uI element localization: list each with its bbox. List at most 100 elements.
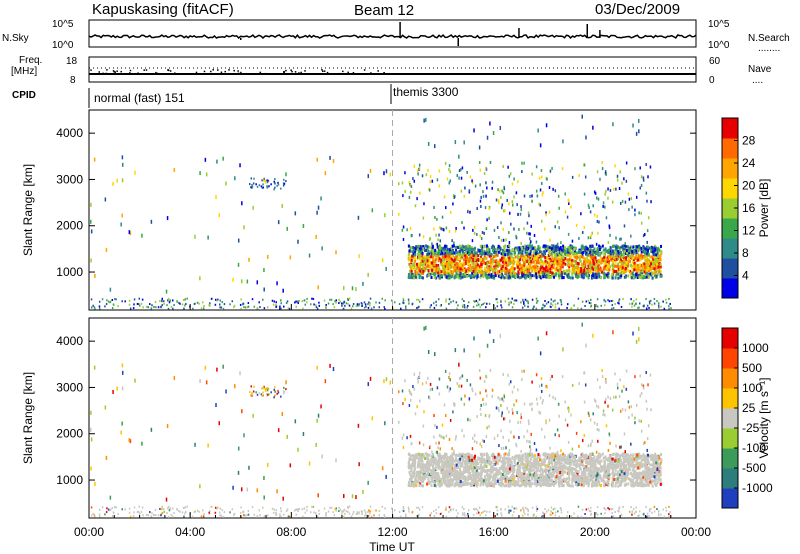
power-cell: [511, 271, 514, 275]
power-cell: [629, 249, 632, 253]
power-cell: [649, 165, 652, 169]
power-cell: [643, 249, 646, 253]
power-cell: [514, 299, 517, 302]
power-cell: [511, 306, 514, 309]
power-cell: [578, 236, 580, 240]
power-cell: [523, 161, 525, 165]
velocity-cell: [273, 508, 276, 511]
power-cell: [615, 251, 618, 255]
power-cell: [532, 267, 535, 271]
power-cell: [426, 264, 429, 268]
power-cell: [429, 236, 432, 240]
power-cell: [572, 259, 575, 263]
power-cell: [448, 266, 451, 270]
velocity-cell: [347, 505, 349, 508]
power-cell: [445, 275, 448, 279]
power-cell: [431, 179, 434, 183]
power-cell: [280, 299, 282, 302]
velocity-cell: [368, 509, 370, 512]
power-cell: [536, 194, 539, 198]
power-cell: [625, 245, 628, 249]
velocity-cell: [149, 511, 151, 514]
power-cell: [316, 157, 319, 162]
power-cell: [532, 265, 535, 269]
power-cell: [657, 259, 660, 263]
power-cell: [448, 254, 451, 258]
power-cell: [455, 249, 458, 253]
velocity-cell: [640, 458, 643, 462]
power-cell: [652, 265, 655, 269]
velocity-cell: [610, 482, 613, 486]
power-cell: [439, 252, 442, 256]
power-cell: [295, 300, 297, 303]
power-cell: [424, 262, 427, 266]
power-cell: [498, 261, 501, 265]
power-cell: [585, 274, 588, 278]
power-cell: [421, 251, 424, 255]
power-cell: [422, 276, 425, 280]
power-cell: [294, 301, 296, 304]
power-cell: [413, 258, 416, 262]
power-cell: [306, 297, 308, 300]
power-cell: [558, 258, 561, 262]
velocity-cell: [618, 468, 621, 472]
velocity-cell: [261, 387, 263, 390]
power-cell: [137, 303, 140, 306]
power-cell: [618, 298, 621, 301]
power-cell: [630, 197, 633, 201]
nave-point: [300, 71, 302, 74]
power-cell: [647, 275, 650, 279]
velocity-cell: [93, 365, 96, 370]
velocity-cell: [620, 476, 623, 480]
power-cell: [616, 174, 619, 178]
power-cell: [551, 271, 554, 275]
power-cell: [512, 260, 515, 264]
velocity-cell: [120, 430, 122, 435]
power-cell: [627, 274, 630, 278]
power-cell: [566, 306, 568, 309]
power-cell: [529, 250, 532, 254]
velocity-cell: [282, 392, 285, 395]
power-cell: [607, 240, 610, 244]
velocity-cell: [535, 477, 538, 481]
nave-point: [264, 72, 267, 75]
power-cell: [574, 255, 577, 259]
power-cell: [625, 259, 628, 263]
velocity-cell: [625, 467, 628, 471]
nave-point: [90, 69, 92, 71]
power-cell: [456, 269, 459, 273]
power-cell: [454, 245, 457, 249]
power-cell: [523, 301, 525, 304]
velocity-cell: [482, 458, 485, 462]
velocity-cell: [566, 471, 569, 475]
velocity-cell: [370, 515, 373, 518]
power-cell: [344, 304, 346, 307]
power-cell: [441, 260, 444, 264]
power-cell: [579, 270, 582, 274]
power-cell: [634, 245, 637, 249]
power-cell: [624, 247, 627, 251]
power-cell: [616, 178, 619, 182]
power-cell: [524, 247, 527, 251]
velocity-cell: [557, 453, 560, 457]
power-cell: [463, 251, 466, 255]
velocity-cell: [572, 462, 575, 466]
power-cell: [521, 246, 524, 250]
power-cell: [464, 260, 467, 264]
power-cell: [237, 238, 240, 243]
power-cell: [604, 192, 606, 196]
velocity-cell: [470, 478, 473, 482]
power-cell: [611, 299, 614, 302]
velocity-cell: [279, 513, 281, 516]
power-cell: [527, 259, 530, 263]
power-cell: [524, 250, 527, 254]
power-cell: [277, 220, 280, 225]
power-cell: [381, 258, 384, 263]
power-cell: [618, 299, 620, 302]
power-cell: [443, 268, 446, 272]
velocity-cell: [352, 513, 354, 516]
power-cell: [472, 257, 475, 261]
velocity-cell: [98, 515, 101, 518]
power-cell: [448, 302, 450, 305]
power-cell: [619, 265, 622, 269]
